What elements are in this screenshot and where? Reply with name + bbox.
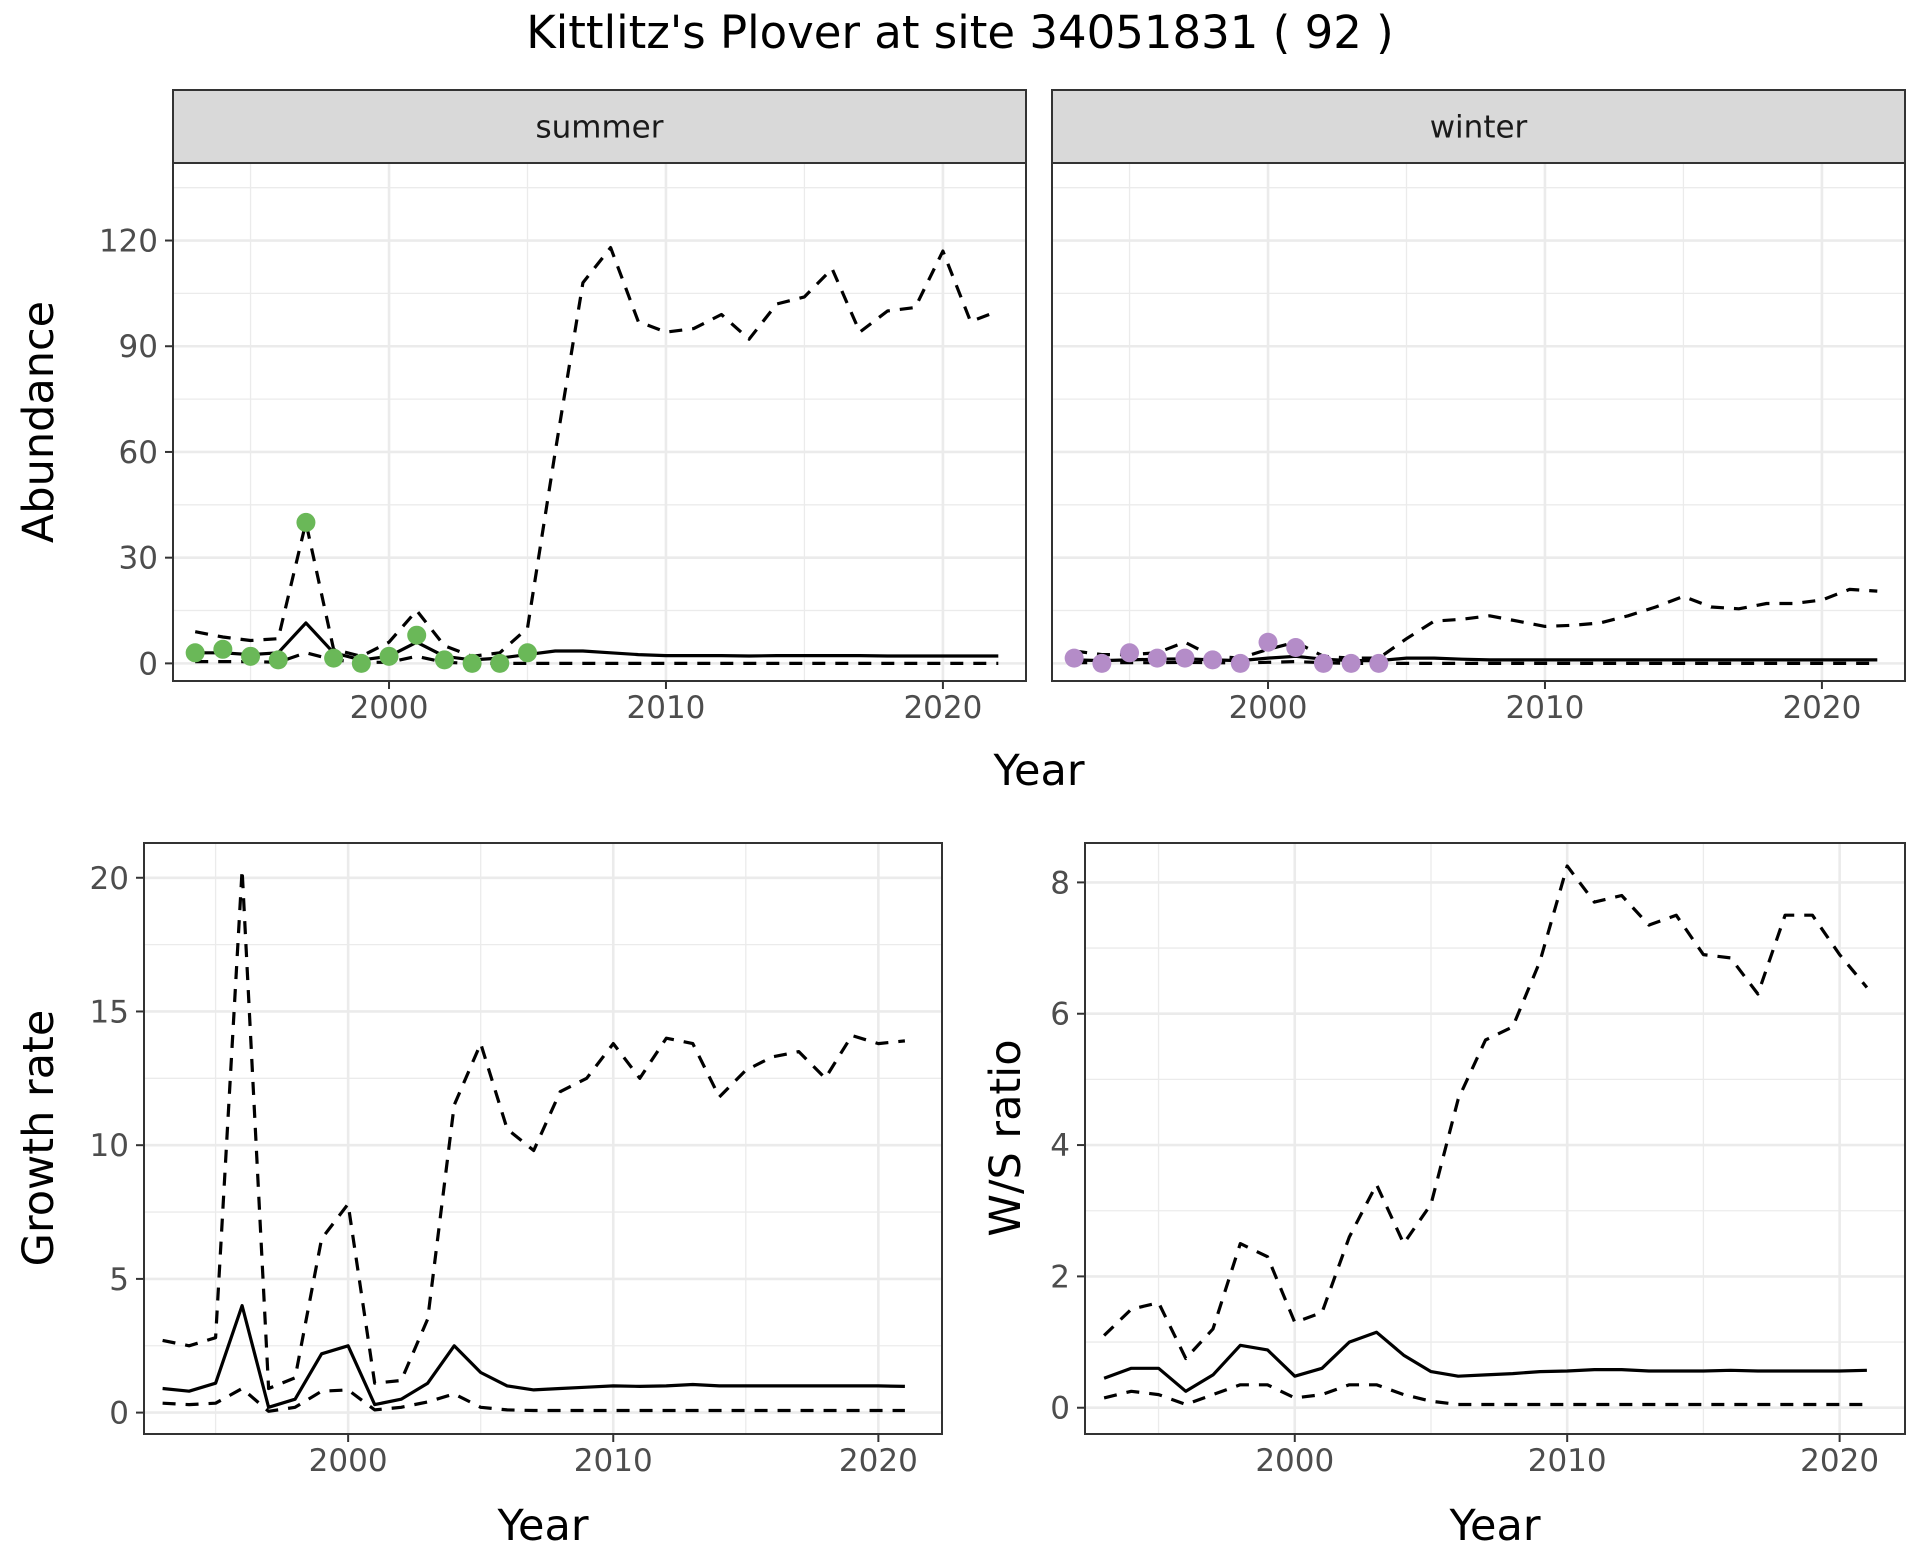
x-tick-label: 2000 <box>309 1443 388 1479</box>
x-tick-label: 2020 <box>1800 1443 1879 1479</box>
series-line-lower <box>1074 659 1878 666</box>
observed-point <box>185 643 205 663</box>
x-tick-label: 2020 <box>1782 690 1861 726</box>
y-tick-label: 20 <box>90 861 129 897</box>
panel-background <box>1052 163 1905 681</box>
x-tick-label: 2010 <box>574 1443 653 1479</box>
strip-winter <box>1051 89 1906 164</box>
x-tick-label: 2010 <box>627 690 706 726</box>
panel-background <box>144 843 942 1434</box>
x-tick-label: 2000 <box>350 690 429 726</box>
y-tick-label: 120 <box>99 224 158 260</box>
y-tick-label: 30 <box>119 541 158 577</box>
series-line-upper <box>162 868 906 1391</box>
y-tick-label: 8 <box>1050 865 1070 901</box>
y-axis-title: Growth rate <box>14 1010 64 1267</box>
series-line-median <box>1103 1330 1867 1393</box>
panel-grid <box>144 843 942 1434</box>
series-line-lower <box>162 1386 905 1413</box>
panel-data <box>185 246 999 673</box>
observed-point <box>296 512 316 532</box>
observed-point <box>1203 650 1223 670</box>
observed-point <box>1341 653 1361 673</box>
y-axis-title: W/S ratio <box>981 1039 1031 1236</box>
y-tick-label: 6 <box>1050 997 1070 1033</box>
observed-point <box>1230 653 1250 673</box>
observed-point <box>1175 648 1195 668</box>
panel-grid <box>1085 843 1905 1434</box>
y-tick-label: 90 <box>119 329 158 365</box>
observed-point <box>379 646 399 666</box>
observed-point <box>517 643 537 663</box>
x-tick-label: 2010 <box>1528 1443 1607 1479</box>
observed-point <box>1286 638 1306 658</box>
strip-summer <box>172 89 1027 164</box>
panel-ws-ratio: 2000 2010 2020 0 2 4 6 8 Year W/S ratio <box>981 842 1906 1551</box>
y-axis-title: Abundance <box>14 301 64 543</box>
observed-point <box>1369 653 1389 673</box>
observed-point <box>1313 653 1333 673</box>
x-axis-title-top-row: Year <box>992 746 1084 796</box>
panel-data <box>1064 587 1878 673</box>
observed-point <box>241 646 261 666</box>
observed-point <box>213 639 233 659</box>
y-tick-label: 10 <box>90 1128 129 1164</box>
observed-point <box>351 653 371 673</box>
strip-label: summer <box>535 110 663 146</box>
strip-label: winter <box>1430 110 1528 146</box>
series-line-median <box>162 1303 905 1409</box>
panel-data <box>1102 864 1869 1407</box>
y-tick-label: 5 <box>109 1262 129 1298</box>
x-axis-title: Year <box>496 1501 588 1551</box>
series-line-lower <box>195 651 999 666</box>
y-tick-label: 0 <box>138 646 158 682</box>
x-tick-label: 2020 <box>839 1443 918 1479</box>
y-tick-label: 60 <box>119 435 158 471</box>
x-tick-label: 2000 <box>1255 1443 1334 1479</box>
x-axis-title: Year <box>1448 1501 1540 1551</box>
panel-background <box>1085 843 1905 1434</box>
x-tick-label: 2020 <box>903 690 982 726</box>
observed-point <box>490 653 510 673</box>
observed-point <box>324 648 344 668</box>
y-tick-label: 15 <box>90 994 129 1030</box>
panel-growth: 2000 2010 2020 0 5 10 15 20 Year Growth rate <box>14 842 943 1551</box>
panel-data <box>162 868 906 1413</box>
x-tick-label: 2000 <box>1229 690 1308 726</box>
observed-point <box>1064 648 1084 668</box>
panel-summer: summer 2000 2010 2020 0 30 60 90 120 Abundance <box>14 89 1027 726</box>
series-line-median <box>195 621 999 662</box>
series-line-upper <box>1102 864 1869 1361</box>
observed-point <box>1120 643 1140 663</box>
observed-point <box>1092 653 1112 673</box>
y-tick-label: 4 <box>1050 1128 1070 1164</box>
y-tick-label: 2 <box>1050 1259 1070 1295</box>
observed-point <box>1258 632 1278 652</box>
panel-winter: winter 2000 2010 2020 <box>1051 89 1906 726</box>
y-tick-label: 0 <box>109 1396 129 1432</box>
series-line-upper <box>194 246 999 658</box>
observed-point <box>268 650 288 670</box>
panel-background <box>173 163 1026 681</box>
panel-grid <box>1052 163 1905 681</box>
panel-border <box>143 842 943 1435</box>
panel-border <box>1084 842 1906 1435</box>
observed-point <box>434 650 454 670</box>
observed-point <box>462 653 482 673</box>
x-tick-label: 2010 <box>1506 690 1585 726</box>
series-line-lower <box>1103 1383 1867 1407</box>
observed-point <box>407 625 427 645</box>
y-tick-label: 0 <box>1050 1391 1070 1427</box>
figure-title: Kittlitz's Plover at site 34051831 ( 92 … <box>526 6 1393 59</box>
observed-point <box>1147 648 1167 668</box>
